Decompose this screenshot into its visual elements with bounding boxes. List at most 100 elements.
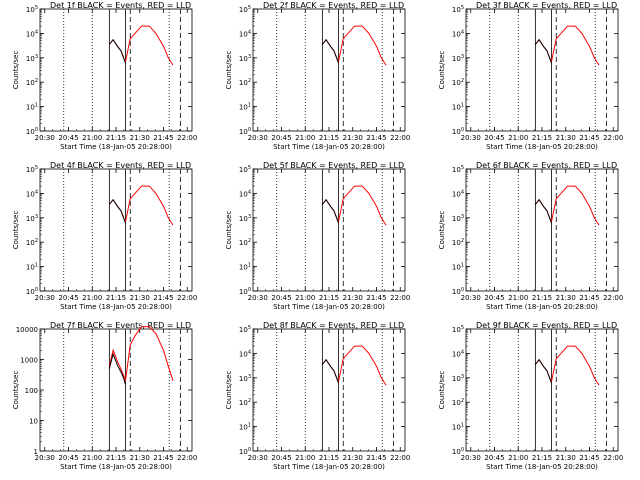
x-tick-label: 21:15 <box>532 134 552 142</box>
panel-9: Det 9f BLACK = Events, RED = LLD 100 101 10… <box>438 321 623 471</box>
panel-1: Det 1f BLACK = Events, RED = LLD 100 101 10… <box>12 1 197 151</box>
panel-title: Det 2f BLACK = Events, RED = LLD <box>263 1 404 10</box>
y-tick-label: 101 <box>239 263 251 272</box>
x-tick-label: 21:45 <box>579 294 599 302</box>
x-tick-label: 21:30 <box>130 134 150 142</box>
x-tick-label: 22:00 <box>390 454 410 462</box>
y-tick-label: 102 <box>239 78 251 87</box>
y-tick-label: 103 <box>239 214 251 223</box>
x-tick-label: 21:00 <box>82 294 102 302</box>
panel-title: Det 5f BLACK = Events, RED = LLD <box>263 161 404 170</box>
lld-series <box>321 25 387 66</box>
y-tick-label: 105 <box>26 165 38 174</box>
x-tick-label: 20:45 <box>271 454 291 462</box>
panel-4: Det 4f BLACK = Events, RED = LLD 100 101 10… <box>12 161 197 311</box>
x-tick-label: 21:30 <box>556 454 576 462</box>
y-tick-label: 100 <box>239 127 251 136</box>
x-tick-label: 21:00 <box>508 294 528 302</box>
lld-series <box>321 185 387 226</box>
events-series <box>321 358 339 384</box>
panel-7: Det 7f BLACK = Events, RED = LLD 1 10 100 10… <box>12 321 197 471</box>
x-tick-label: 20:30 <box>461 134 481 142</box>
x-tick-label: 20:45 <box>271 294 291 302</box>
x-tick-label: 21:45 <box>366 454 386 462</box>
y-tick-label: 101 <box>452 423 464 432</box>
x-tick-label: 20:30 <box>35 134 55 142</box>
x-tick-label: 22:00 <box>390 134 410 142</box>
x-tick-label: 21:15 <box>319 134 339 142</box>
x-tick-label: 21:30 <box>343 454 363 462</box>
y-tick-label: 102 <box>26 238 38 247</box>
x-tick-label: 20:45 <box>58 454 78 462</box>
x-tick-label: 21:00 <box>82 134 102 142</box>
panel-3: Det 3f BLACK = Events, RED = LLD 100 101 10… <box>438 1 623 151</box>
events-series <box>108 352 126 385</box>
x-tick-label: 21:45 <box>579 454 599 462</box>
y-tick-label: 101 <box>26 263 38 272</box>
x-axis-label: Start Time (18-Jan-05 20:28:00) <box>486 143 598 151</box>
events-series <box>535 358 552 384</box>
x-tick-label: 22:00 <box>390 294 410 302</box>
y-tick-label: 102 <box>26 78 38 87</box>
y-tick-label: 104 <box>239 349 251 358</box>
lld-series <box>108 185 174 226</box>
y-tick-label: 1000 <box>20 357 38 365</box>
y-tick-label: 100 <box>239 287 251 296</box>
x-tick-label: 21:45 <box>366 294 386 302</box>
y-axis-label: Counts/sec <box>225 371 233 410</box>
x-tick-label: 21:15 <box>106 454 126 462</box>
y-tick-label: 100 <box>26 287 38 296</box>
x-axis-label: Start Time (18-Jan-05 20:28:00) <box>273 463 385 471</box>
x-tick-label: 21:00 <box>508 454 528 462</box>
y-tick-label: 100 <box>452 127 464 136</box>
panel-2: Det 2f BLACK = Events, RED = LLD 100 101 10… <box>225 1 410 151</box>
x-tick-label: 21:30 <box>343 294 363 302</box>
x-tick-label: 22:00 <box>603 134 623 142</box>
y-tick-label: 102 <box>239 238 251 247</box>
y-axis-label: Counts/sec <box>225 51 233 90</box>
y-tick-label: 103 <box>452 214 464 223</box>
panel-8: Det 8f BLACK = Events, RED = LLD 100 101 10… <box>225 321 410 471</box>
events-series <box>321 198 339 224</box>
panel-title: Det 8f BLACK = Events, RED = LLD <box>263 321 404 330</box>
x-tick-label: 21:00 <box>295 134 315 142</box>
events-series <box>108 38 126 64</box>
x-tick-label: 21:00 <box>508 134 528 142</box>
y-tick-label: 103 <box>239 374 251 383</box>
y-tick-label: 103 <box>452 54 464 63</box>
x-tick-label: 21:15 <box>532 454 552 462</box>
x-tick-label: 21:30 <box>343 134 363 142</box>
y-tick-label: 102 <box>452 238 464 247</box>
x-tick-label: 21:30 <box>556 134 576 142</box>
x-tick-label: 20:30 <box>248 294 268 302</box>
panel-title: Det 3f BLACK = Events, RED = LLD <box>476 1 617 10</box>
lld-series <box>108 25 174 66</box>
y-tick-label: 105 <box>26 5 38 14</box>
y-axis-label: Counts/sec <box>12 211 20 250</box>
y-tick-label: 105 <box>239 5 251 14</box>
x-tick-label: 20:30 <box>248 134 268 142</box>
x-axis-label: Start Time (18-Jan-05 20:28:00) <box>60 303 172 311</box>
lld-series <box>535 345 600 386</box>
y-tick-label: 103 <box>26 214 38 223</box>
x-tick-label: 20:30 <box>461 294 481 302</box>
y-tick-label: 104 <box>452 29 464 38</box>
x-tick-label: 21:30 <box>556 294 576 302</box>
panel-title: Det 9f BLACK = Events, RED = LLD <box>476 321 617 330</box>
y-tick-label: 101 <box>452 263 464 272</box>
y-tick-label: 100 <box>452 447 464 456</box>
panel-6: Det 6f BLACK = Events, RED = LLD 100 101 10… <box>438 161 623 311</box>
x-tick-label: 20:30 <box>35 454 55 462</box>
y-tick-label: 105 <box>452 5 464 14</box>
x-tick-label: 21:00 <box>295 294 315 302</box>
y-tick-label: 10 <box>29 418 38 426</box>
y-tick-label: 1 <box>34 448 38 456</box>
x-axis-label: Start Time (18-Jan-05 20:28:00) <box>273 303 385 311</box>
y-axis-label: Counts/sec <box>438 51 446 90</box>
y-tick-label: 100 <box>25 387 38 395</box>
panel-title: Det 7f BLACK = Events, RED = LLD <box>50 321 191 330</box>
y-axis-label: Counts/sec <box>12 51 20 90</box>
panel-title: Det 4f BLACK = Events, RED = LLD <box>50 161 191 170</box>
x-tick-label: 21:00 <box>295 454 315 462</box>
